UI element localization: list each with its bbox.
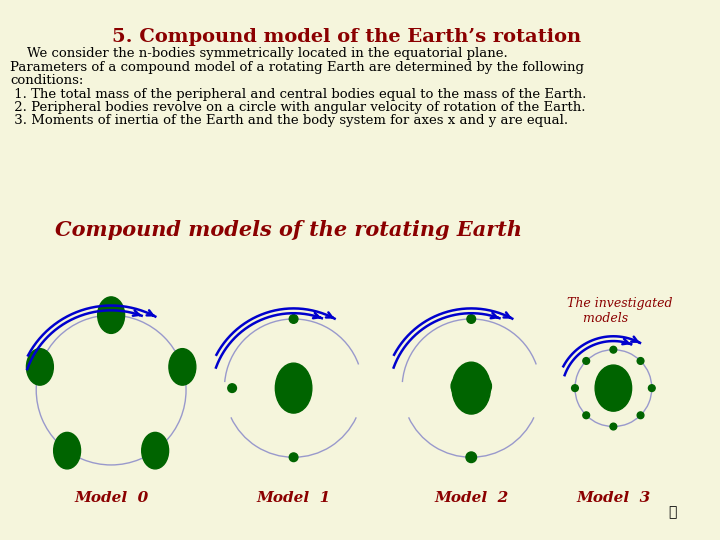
Ellipse shape xyxy=(275,363,312,413)
Ellipse shape xyxy=(478,377,492,395)
Text: The investigated
    models: The investigated models xyxy=(567,297,672,325)
Ellipse shape xyxy=(98,297,125,333)
Text: Parameters of a compound model of a rotating Earth are determined by the followi: Parameters of a compound model of a rota… xyxy=(10,60,585,73)
Ellipse shape xyxy=(583,357,590,364)
Ellipse shape xyxy=(649,385,655,392)
Ellipse shape xyxy=(142,433,168,469)
Ellipse shape xyxy=(466,452,477,463)
Ellipse shape xyxy=(610,346,617,353)
Ellipse shape xyxy=(289,453,298,462)
Ellipse shape xyxy=(27,349,53,385)
Text: Model  0: Model 0 xyxy=(74,491,148,505)
Ellipse shape xyxy=(637,412,644,418)
Text: 🔊: 🔊 xyxy=(669,505,677,519)
Ellipse shape xyxy=(637,357,644,364)
Ellipse shape xyxy=(54,433,81,469)
Text: 1. The total mass of the peripheral and central bodies equal to the mass of the : 1. The total mass of the peripheral and … xyxy=(10,87,587,100)
Ellipse shape xyxy=(452,362,490,414)
Text: Model  1: Model 1 xyxy=(256,491,330,505)
Text: 2. Peripheral bodies revolve on a circle with angular velocity of rotation of th: 2. Peripheral bodies revolve on a circle… xyxy=(10,101,586,114)
Text: 3. Moments of inertia of the Earth and the body system for axes x and y are equa: 3. Moments of inertia of the Earth and t… xyxy=(10,114,568,127)
Text: Model  2: Model 2 xyxy=(434,491,508,505)
Ellipse shape xyxy=(583,412,590,418)
Text: 5. Compound model of the Earth’s rotation: 5. Compound model of the Earth’s rotatio… xyxy=(112,28,581,46)
Ellipse shape xyxy=(451,377,464,395)
Text: Compound models of the rotating Earth: Compound models of the rotating Earth xyxy=(55,220,522,240)
Ellipse shape xyxy=(467,315,476,323)
Text: We consider the n-bodies symmetrically located in the equatorial plane.: We consider the n-bodies symmetrically l… xyxy=(10,47,508,60)
Ellipse shape xyxy=(610,423,617,430)
Text: conditions:: conditions: xyxy=(10,74,84,87)
Ellipse shape xyxy=(169,349,196,385)
Ellipse shape xyxy=(595,365,631,411)
Text: Model  3: Model 3 xyxy=(576,491,650,505)
Ellipse shape xyxy=(572,385,578,392)
Ellipse shape xyxy=(228,384,236,393)
Ellipse shape xyxy=(289,315,298,323)
